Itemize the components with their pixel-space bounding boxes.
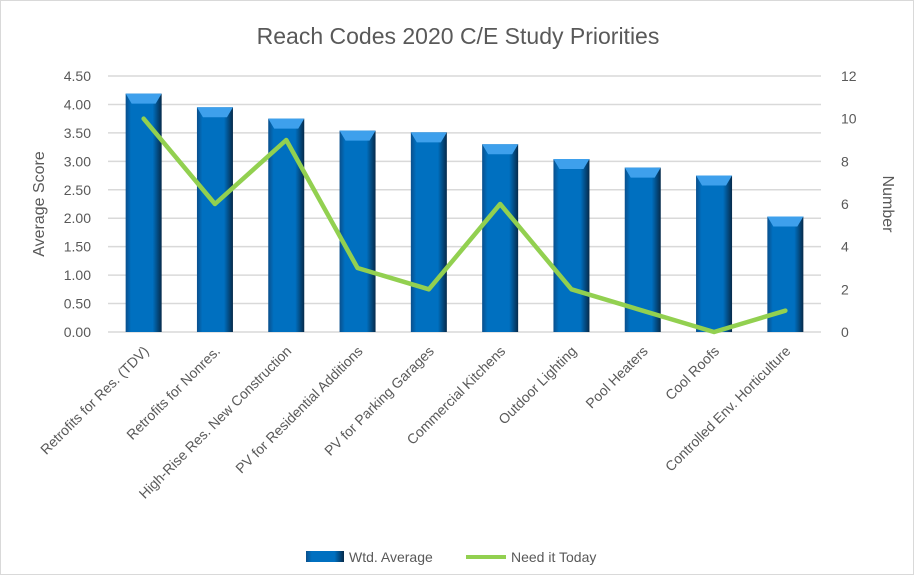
bar-bevel [553,159,589,169]
y-tick-label: 0.00 [64,324,91,340]
bar-bevel [696,176,732,186]
line-series [144,119,786,332]
y2-tick-label: 10 [841,111,857,127]
legend: Wtd. Average Need it Today [306,549,596,565]
y-tick-label: 4.50 [64,68,91,84]
x-tick-label: Cool Roofs [662,343,722,403]
bar-bevel [411,132,447,142]
bar [411,132,447,332]
bar [553,159,589,332]
legend-swatch-bar [306,551,344,562]
y2-axis-label: Number [879,176,896,234]
bar-bevel [482,144,518,154]
y-axis-label: Average Score [31,151,48,257]
y-tick-label: 3.50 [64,125,91,141]
bar [696,176,732,332]
bar-bevel [340,131,376,141]
y-tick-label: 0.50 [64,296,91,312]
x-tick-label: Controlled Env. Horticulture [662,343,794,475]
chart-title: Reach Codes 2020 C/E Study Priorities [257,23,660,49]
y-tick-label: 2.50 [64,182,91,198]
bar-bevel [126,94,162,104]
legend-label-bar: Wtd. Average [349,549,433,565]
y2-tick-label: 2 [841,281,849,297]
bar [197,107,233,332]
y-tick-label: 2.00 [64,210,91,226]
y2-tick-label: 12 [841,68,857,84]
y2-tick-label: 0 [841,324,849,340]
bar [340,131,376,332]
y-tick-label: 1.50 [64,239,91,255]
x-tick-label: Pool Heaters [582,343,651,412]
bar-bevel [268,119,304,129]
y-tick-label: 4.00 [64,96,91,112]
bar-bevel [625,168,661,178]
y2-tick-label: 8 [841,153,849,169]
x-tick-label: High-Rise Res. New Construction [136,343,295,502]
x-tick-label: Outdoor Lighting [495,343,580,428]
bar-bevel [197,107,233,117]
y2-tick-label: 6 [841,196,849,212]
bar [482,144,518,332]
y2-tick-label: 4 [841,239,849,255]
bar-bevel [767,217,803,227]
bar [126,94,162,332]
legend-label-line: Need it Today [511,549,596,565]
y-tick-label: 1.00 [64,267,91,283]
x-tick-label: PV for Residential Additions [232,343,365,476]
y-tick-label: 3.00 [64,153,91,169]
